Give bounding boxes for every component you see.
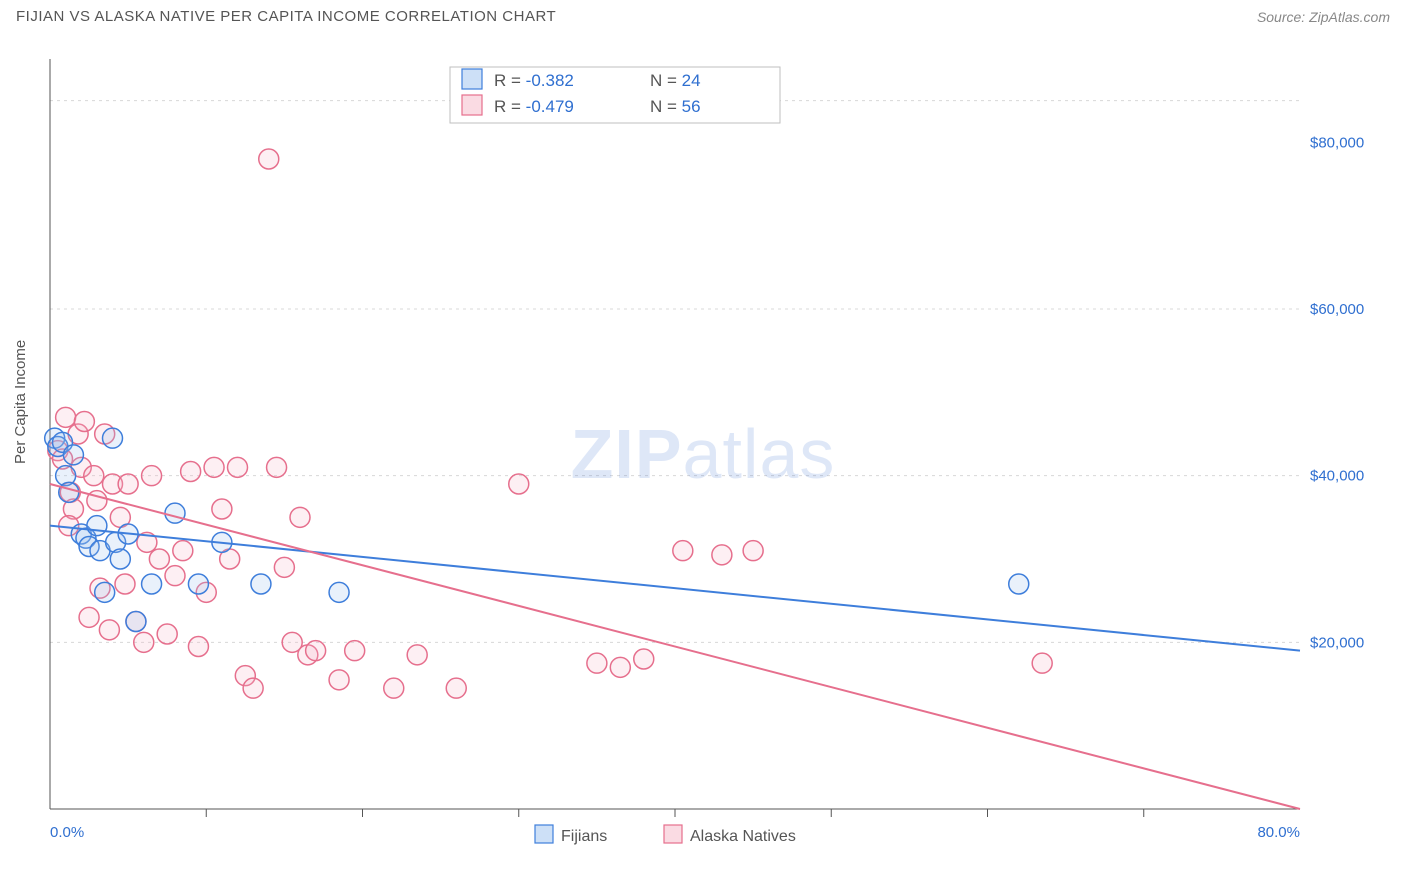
chart-header: FIJIAN VS ALASKA NATIVE PER CAPITA INCOM…: [0, 0, 1406, 29]
data-point: [228, 457, 248, 477]
data-point: [587, 653, 607, 673]
correlation-chart: $20,000 $40,000 $60,000 $80,000 0.0% 80.0% Per…: [0, 29, 1406, 879]
data-point: [118, 474, 138, 494]
svg-text:$40,000: $40,000: [1310, 468, 1364, 485]
legend-swatch-alaska_natives: [664, 825, 682, 843]
data-point: [1032, 653, 1052, 673]
source-prefix: Source:: [1257, 9, 1309, 25]
legend-label-fijians: Fijians: [561, 828, 607, 845]
data-point: [63, 445, 83, 465]
data-point: [56, 407, 76, 427]
data-point: [509, 474, 529, 494]
chart-container: ZIPatlas $20,000$40,000$60,000$80,0000.0…: [0, 29, 1406, 879]
data-point: [126, 612, 146, 632]
data-point: [634, 649, 654, 669]
svg-text:80.0%: 80.0%: [1257, 824, 1300, 841]
data-point: [329, 582, 349, 602]
trend-line-alaska_natives: [50, 484, 1300, 809]
svg-text:$20,000: $20,000: [1310, 634, 1364, 651]
chart-title: FIJIAN VS ALASKA NATIVE PER CAPITA INCOM…: [16, 8, 556, 25]
data-point: [1009, 574, 1029, 594]
data-point: [743, 541, 763, 561]
svg-text:Per Capita Income: Per Capita Income: [12, 340, 29, 464]
data-point: [384, 678, 404, 698]
data-point: [345, 641, 365, 661]
data-point: [446, 678, 466, 698]
data-point: [165, 503, 185, 523]
data-point: [243, 678, 263, 698]
data-point: [188, 637, 208, 657]
svg-text:0.0%: 0.0%: [50, 824, 84, 841]
data-point: [149, 549, 169, 569]
data-point: [290, 507, 310, 527]
data-point: [712, 545, 732, 565]
data-point: [188, 574, 208, 594]
data-point: [251, 574, 271, 594]
data-point: [673, 541, 693, 561]
data-point: [306, 641, 326, 661]
data-point: [142, 466, 162, 486]
data-point: [610, 657, 630, 677]
svg-text:$60,000: $60,000: [1310, 301, 1364, 318]
svg-text:R = -0.382: R = -0.382: [494, 71, 574, 90]
data-point: [95, 582, 115, 602]
data-point: [134, 632, 154, 652]
data-point: [181, 462, 201, 482]
data-point: [110, 549, 130, 569]
data-point: [59, 482, 79, 502]
svg-text:N = 24: N = 24: [650, 71, 701, 90]
source-name: ZipAtlas.com: [1309, 9, 1390, 25]
data-point: [87, 516, 107, 536]
data-point: [165, 566, 185, 586]
data-point: [329, 670, 349, 690]
data-point: [274, 557, 294, 577]
data-point: [115, 574, 135, 594]
svg-text:$80,000: $80,000: [1310, 134, 1364, 151]
data-point: [407, 645, 427, 665]
data-point: [259, 149, 279, 169]
legend-label-alaska_natives: Alaska Natives: [690, 828, 796, 845]
data-point: [84, 466, 104, 486]
svg-text:R = -0.479: R = -0.479: [494, 97, 574, 116]
legend-swatch-fijians: [535, 825, 553, 843]
data-point: [79, 607, 99, 627]
data-point: [173, 541, 193, 561]
data-point: [142, 574, 162, 594]
svg-text:N = 56: N = 56: [650, 97, 701, 116]
data-point: [99, 620, 119, 640]
data-point: [157, 624, 177, 644]
data-point: [204, 457, 224, 477]
data-point: [267, 457, 287, 477]
data-point: [74, 412, 94, 432]
data-point: [212, 499, 232, 519]
data-point: [103, 428, 123, 448]
source-attribution: Source: ZipAtlas.com: [1257, 9, 1390, 25]
